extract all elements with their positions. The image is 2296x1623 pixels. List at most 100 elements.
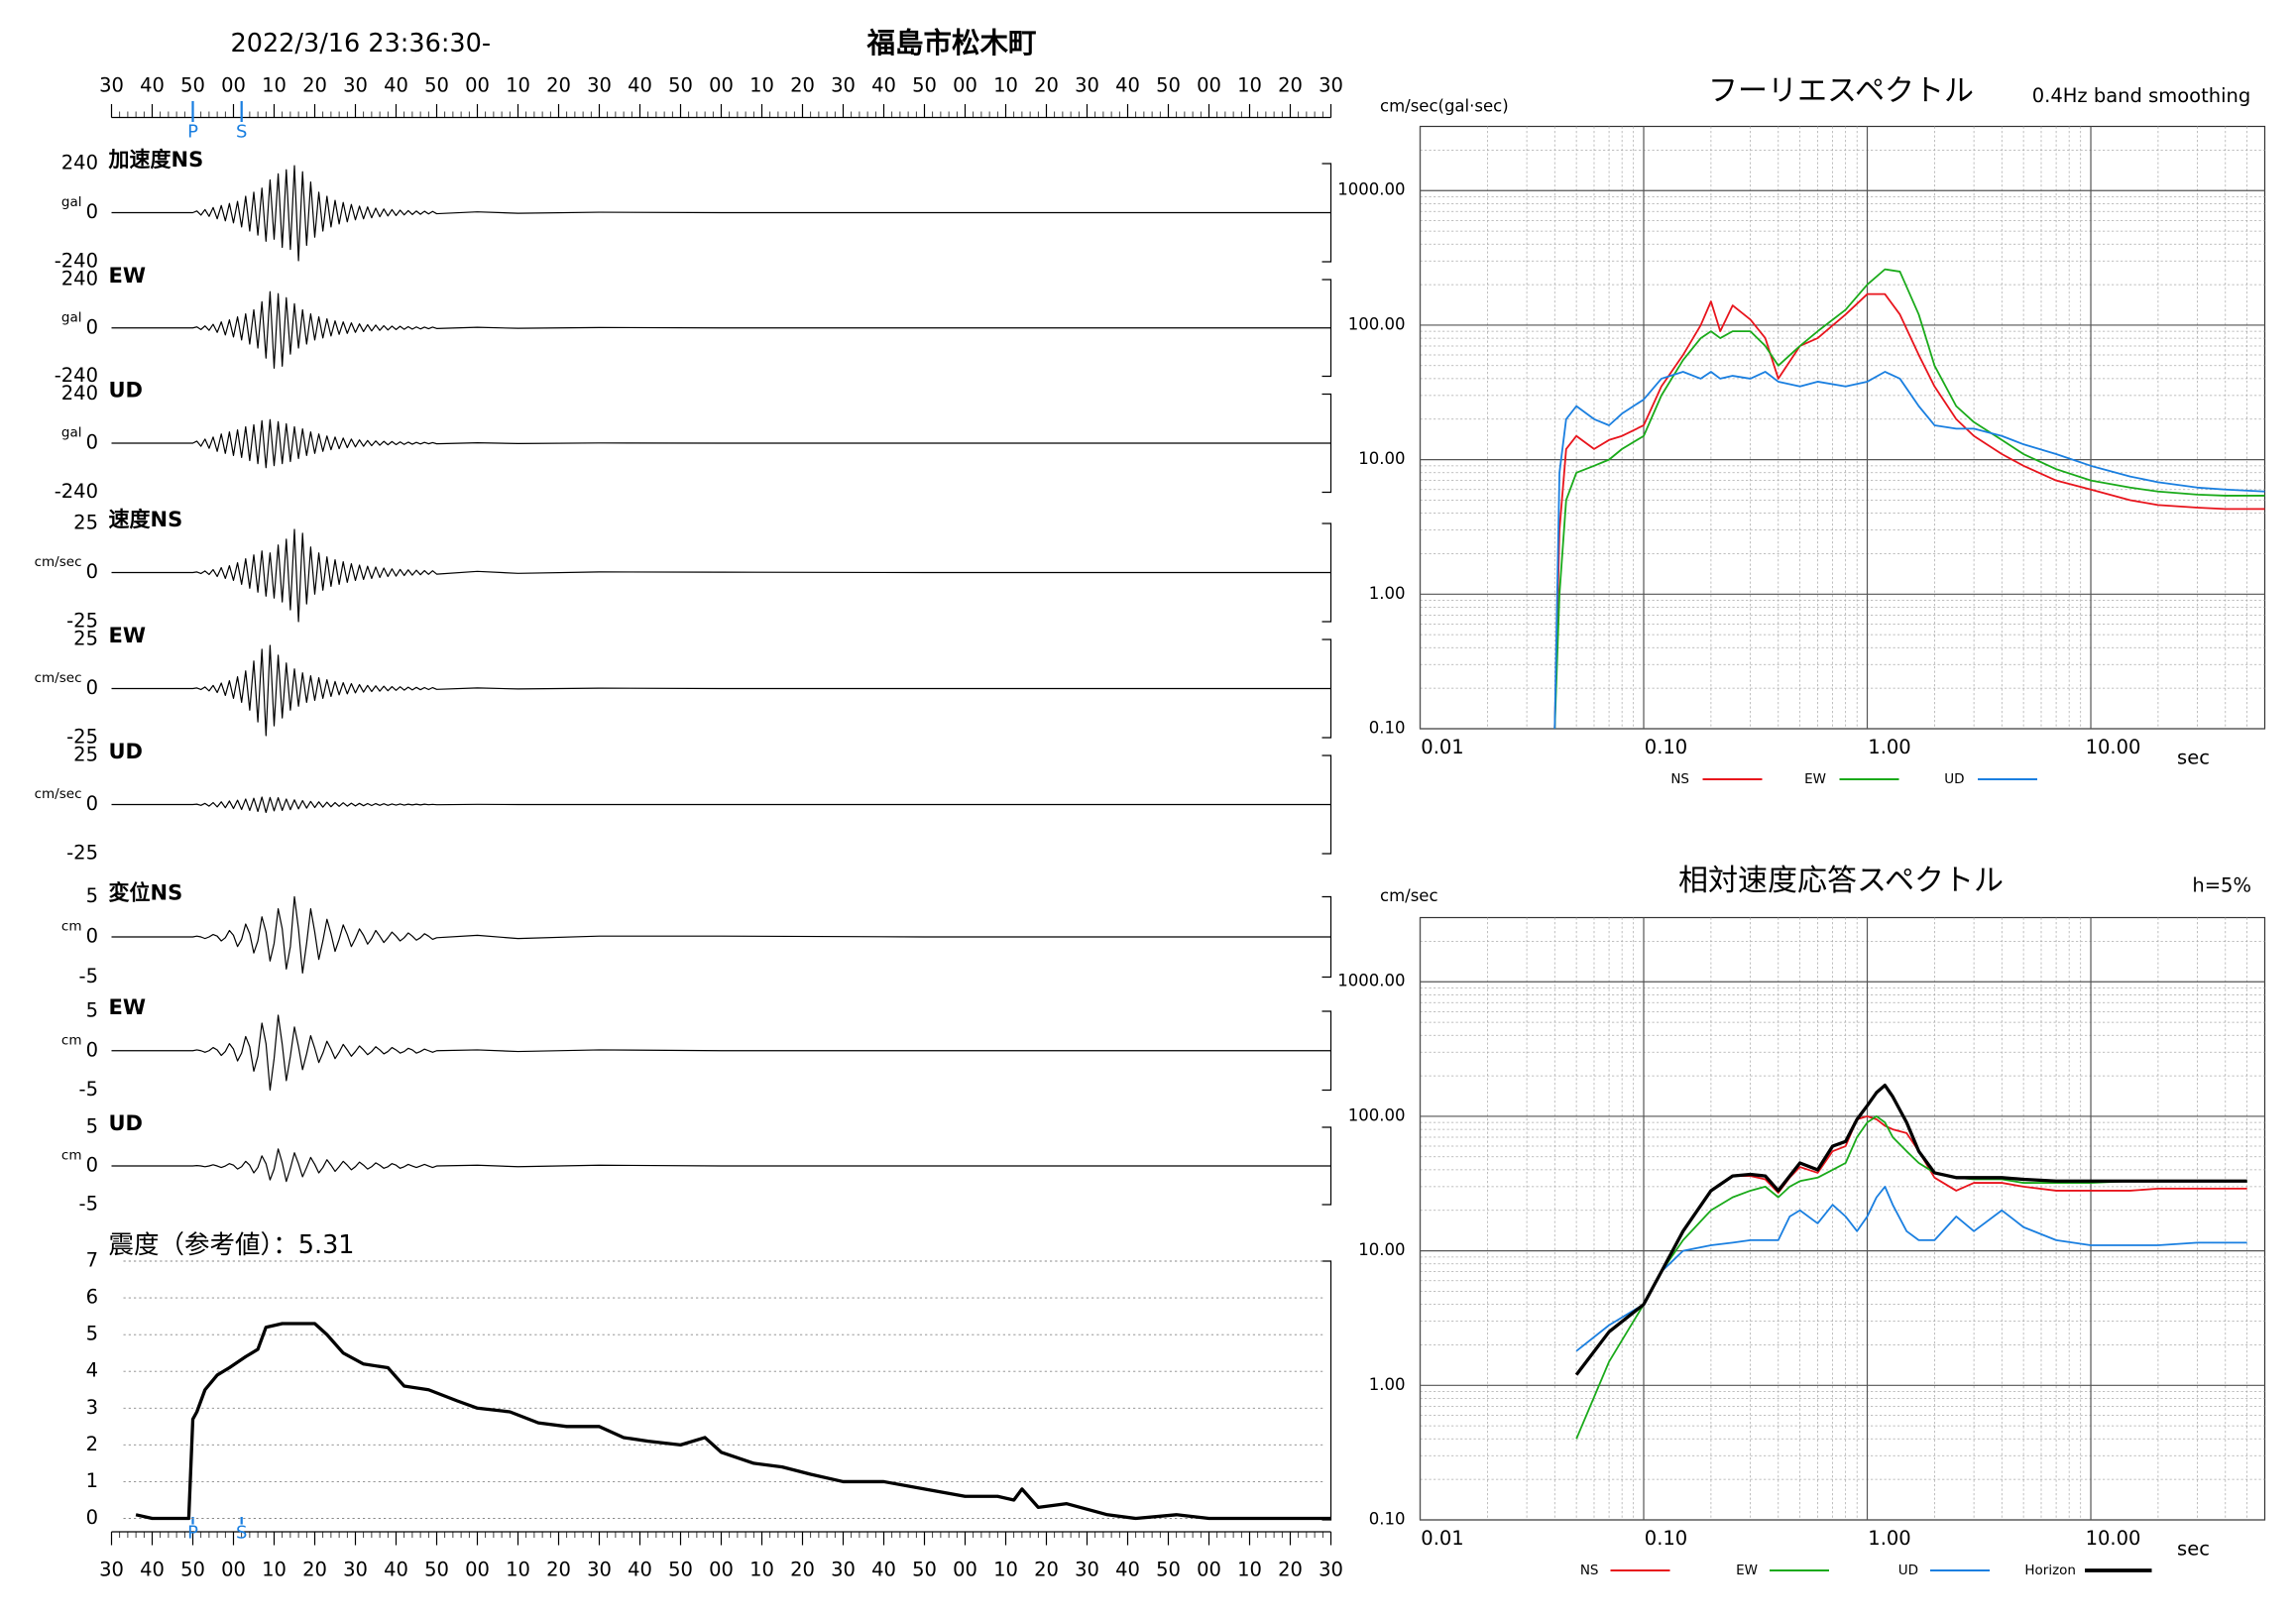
x-tick-label: 0.10 (1645, 1527, 1687, 1550)
x-tick-label: 30 (1075, 1559, 1099, 1581)
x-tick-label: 50 (1156, 74, 1181, 97)
x-tick-label: 00 (465, 74, 490, 97)
waveform-trace (111, 290, 1331, 369)
legend-label: NS (1670, 771, 1689, 787)
trace-name: EW (109, 624, 147, 647)
x-tick-label: 20 (1034, 74, 1059, 97)
x-tick-label: 30 (1319, 74, 1343, 97)
x-tick-label: 20 (1278, 1559, 1303, 1581)
y-tick-label: 5 (86, 884, 98, 907)
trace-name: 加速度NS (108, 148, 204, 172)
x-tick-label: 30 (831, 1559, 856, 1581)
x-tick-label: 1.00 (1868, 1527, 1910, 1550)
x-tick-label: 40 (628, 74, 652, 97)
waveform-trace (111, 418, 1331, 469)
y-tick-label: 100.00 (1348, 314, 1406, 333)
x-tick-label: 00 (221, 74, 246, 97)
trace-name: EW (109, 264, 147, 288)
x-tick-label: 20 (302, 1559, 327, 1581)
legend-label: UD (1944, 771, 1964, 787)
x-tick-label: 30 (1319, 1559, 1343, 1581)
x-tick-label: 50 (668, 1559, 693, 1581)
legend-label: NS (1580, 1563, 1599, 1578)
x-tick-label: 40 (384, 1559, 408, 1581)
legend-label: UD (1898, 1563, 1918, 1578)
chart-title: 震度（参考値）：5.31 (109, 1230, 355, 1260)
y-tick-label: 1000.00 (1337, 180, 1405, 199)
y-tick-label: -25 (66, 842, 98, 865)
phase-label: P (187, 122, 198, 143)
y-tick-label: 3 (86, 1396, 98, 1419)
x-tick-label: 10 (506, 74, 530, 97)
phase-label: S (236, 1523, 247, 1544)
y-tick-label: 100.00 (1348, 1105, 1406, 1124)
y-tick-label: 0 (86, 560, 98, 583)
y-tick-label: -5 (79, 1193, 98, 1216)
trace-name: UD (109, 1111, 143, 1135)
y-tick-label: 25 (73, 744, 98, 766)
x-tick-label: 50 (912, 74, 937, 97)
panel-bracket (1321, 1260, 1332, 1521)
y-tick-label: -240 (55, 364, 98, 387)
x-tick-label: 50 (424, 1559, 449, 1581)
x-tick-label: 30 (343, 1559, 368, 1581)
x-tick-label: 40 (140, 1559, 165, 1581)
y-tick-label: 240 (61, 268, 98, 290)
x-tick-label: 50 (668, 74, 693, 97)
trace-name: UD (109, 379, 143, 403)
x-tick-label: 40 (1115, 74, 1140, 97)
trace-name: 速度NS (109, 508, 183, 531)
x-tick-label: 10 (749, 1559, 774, 1581)
x-tick-label: 50 (180, 74, 205, 97)
y-tick-label: -25 (66, 726, 98, 749)
x-tick-label: 10 (506, 1559, 530, 1581)
x-tick-label: 50 (180, 1559, 205, 1581)
y-tick-label: 0 (86, 925, 98, 948)
y-tick-label: 0 (86, 792, 98, 815)
trace-unit: gal (61, 309, 82, 325)
y-tick-label: 1.00 (1369, 584, 1406, 603)
plot-area (1419, 125, 2266, 730)
legend-label: Horizon (2024, 1563, 2076, 1578)
y-tick-label: 1 (86, 1469, 98, 1492)
y-axis-label: cm/sec(gal·sec) (1380, 97, 1509, 116)
x-tick-label: 10 (993, 1559, 1018, 1581)
x-tick-label: 40 (384, 74, 408, 97)
x-tick-label: 10 (262, 1559, 287, 1581)
trace-unit: cm (61, 1032, 82, 1048)
y-tick-label: 7 (86, 1249, 98, 1272)
x-tick-label: 0.01 (1421, 1527, 1463, 1550)
x-tick-label: 00 (1197, 74, 1221, 97)
x-tick-label: 20 (790, 74, 815, 97)
y-tick-label: 0 (86, 1154, 98, 1177)
y-tick-label: 5 (86, 1115, 98, 1138)
x-tick-label: 10.00 (2086, 736, 2141, 758)
x-tick-label: 00 (953, 1559, 977, 1581)
spectrum-line (1575, 1115, 2247, 1440)
chart-subtitle: 0.4Hz band smoothing (2032, 84, 2251, 107)
x-tick-label: 20 (1278, 74, 1303, 97)
waveform-trace (111, 528, 1331, 623)
y-tick-label: 5 (86, 999, 98, 1022)
y-tick-label: 25 (73, 628, 98, 650)
station-title: 福島市松木町 (865, 27, 1036, 59)
x-tick-label: 40 (871, 1559, 896, 1581)
y-tick-label: 0 (86, 1038, 98, 1061)
trace-name: UD (109, 740, 143, 763)
x-tick-label: 30 (99, 74, 124, 97)
x-tick-label: 20 (1034, 1559, 1059, 1581)
y-tick-label: -25 (66, 610, 98, 633)
waveform-trace (111, 165, 1331, 262)
x-tick-label: 1.00 (1868, 736, 1910, 758)
trace-unit: gal (61, 194, 82, 210)
x-tick-label: 50 (424, 74, 449, 97)
y-tick-label: -5 (79, 965, 98, 987)
y-tick-label: -5 (79, 1078, 98, 1101)
x-tick-label: 00 (709, 1559, 734, 1581)
x-tick-label: 30 (1075, 74, 1099, 97)
trace-unit: cm (61, 1148, 82, 1164)
waveform-trace (111, 1148, 1331, 1183)
y-tick-label: 0 (86, 200, 98, 223)
trace-unit: cm/sec (35, 554, 82, 570)
x-tick-label: 00 (465, 1559, 490, 1581)
